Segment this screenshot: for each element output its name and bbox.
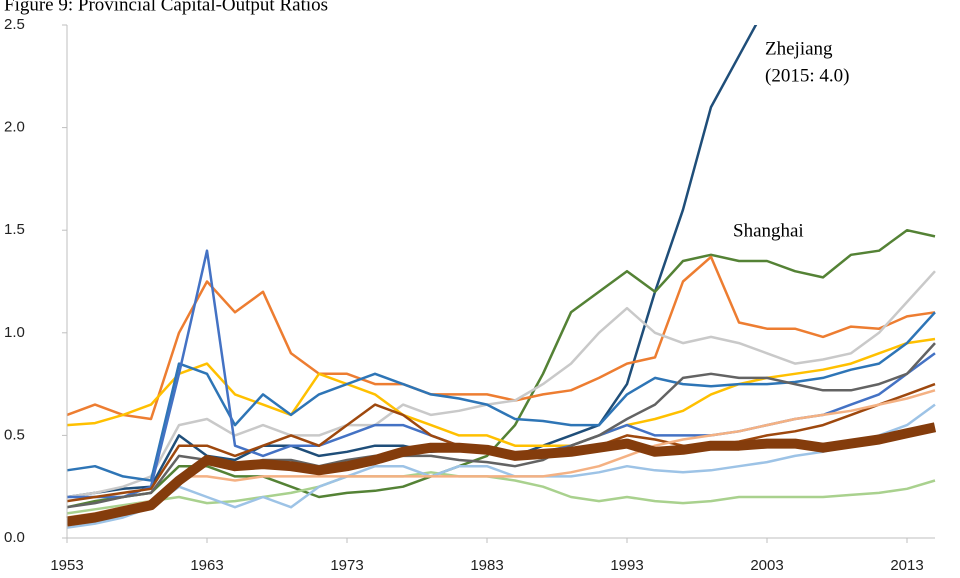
series-line: [66, 422, 937, 527]
y-tick-label: 0.5: [4, 426, 25, 443]
annotation: (2015: 4.0): [765, 65, 849, 86]
x-tick-label: 1973: [330, 557, 363, 574]
series-line: [66, 389, 936, 519]
x-tick-label: 1963: [190, 557, 223, 574]
x-tick-label: 1993: [610, 557, 643, 574]
y-tick-label: 2.0: [4, 119, 25, 136]
y-tick-label: 2.5: [4, 16, 25, 33]
series-line: [66, 255, 936, 421]
x-tick-label: 2003: [750, 557, 783, 574]
series-line: [66, 270, 936, 499]
plot-area: [66, 25, 937, 529]
series-line: [66, 337, 936, 447]
series-line: [66, 471, 936, 515]
annotation: Zhejiang: [765, 38, 833, 59]
y-tick-label: 0.0: [4, 529, 25, 546]
x-tick-label: 1953: [50, 557, 83, 574]
x-tick-label: 1983: [470, 557, 503, 574]
x-tick-label: 2013: [890, 557, 923, 574]
y-tick-label: 1.5: [4, 221, 25, 238]
series-line: [66, 403, 936, 529]
y-tick-label: 1.0: [4, 324, 25, 341]
series-line: [67, 249, 936, 499]
chart-title: Figure 9: Provincial Capital-Output Rati…: [4, 0, 328, 15]
annotation: Shanghai: [733, 220, 804, 241]
